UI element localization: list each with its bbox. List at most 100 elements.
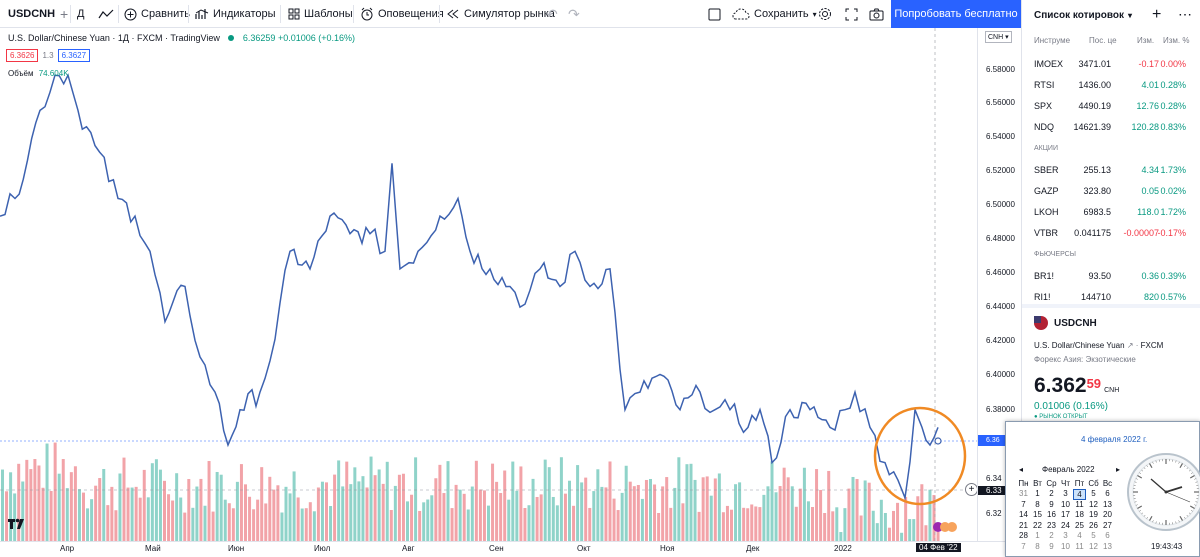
clock-tick (1139, 472, 1142, 474)
add-symbol-button[interactable]: + (60, 0, 68, 28)
replay-button[interactable]: Симулятор рынка (446, 0, 555, 28)
symbol-search-button[interactable]: USDCNH (8, 0, 55, 28)
compare-button[interactable]: Сравнить (124, 0, 190, 28)
rewind-icon (447, 9, 459, 19)
watchlist-row[interactable]: LKOH 6983.5 118.0 1.72% (1034, 202, 1198, 222)
calendar-day[interactable]: 15 (1033, 510, 1042, 519)
watchlist-row[interactable]: SPX 4490.19 12.76 0.28% (1034, 96, 1198, 116)
events-icons[interactable] (931, 521, 961, 533)
calendar-day[interactable]: 21 (1019, 520, 1028, 530)
watchlist-section[interactable]: АКЦИИ (1034, 145, 1058, 152)
try-free-button[interactable]: Попробовать бесплатно (891, 0, 1021, 28)
volume-bar (503, 470, 507, 541)
calendar-day[interactable]: 9 (1049, 541, 1054, 551)
layout-button[interactable] (708, 0, 721, 28)
bid-button[interactable]: 6.3626 (6, 49, 39, 62)
volume-bar (900, 532, 904, 541)
calendar-day[interactable]: 17 (1061, 510, 1070, 519)
watchlist-row[interactable]: BR1! 93.50 0.36 0.39% (1034, 266, 1198, 286)
calendar-day[interactable]: 6 (1105, 489, 1110, 498)
watchlist-row[interactable]: SBER 255.13 4.34 1.73% (1034, 160, 1198, 180)
fullscreen-button[interactable] (845, 0, 858, 28)
redo-button[interactable]: ↷ (568, 0, 580, 28)
calendar-day[interactable]: 25 (1075, 520, 1084, 530)
calendar-day[interactable]: 1 (1035, 489, 1040, 498)
calendar-day[interactable]: 13 (1103, 541, 1112, 551)
calendar-day[interactable]: 27 (1103, 520, 1112, 530)
calendar-day[interactable]: 24 (1061, 520, 1070, 530)
watchlist-section[interactable]: ФЬЮЧЕРСЫ (1034, 251, 1076, 258)
prev-month-button[interactable]: ◂ (1019, 465, 1023, 474)
templates-button[interactable]: Шаблоны (288, 0, 353, 28)
calendar-day[interactable]: 7 (1021, 541, 1026, 551)
calendar-day[interactable]: 10 (1061, 499, 1070, 509)
calendar-day[interactable]: 19 (1089, 510, 1098, 519)
watchlist-row[interactable]: GAZP 323.80 0.05 0.02% (1034, 181, 1198, 201)
price-axis[interactable]: CNH ▾ 6.58000 6.56000 6.54000 6.52000 6.5000… (977, 28, 1018, 541)
tradingview-logo[interactable] (8, 518, 26, 532)
calendar-day[interactable]: 23 (1047, 520, 1056, 530)
calendar-date-title[interactable]: 4 февраля 2022 г. (1081, 435, 1148, 444)
calendar-day[interactable]: 11 (1075, 541, 1084, 551)
calendar-day[interactable]: 18 (1075, 510, 1084, 519)
calendar-day[interactable]: 8 (1035, 541, 1040, 551)
watchlist-row[interactable]: RTSI 1436.00 4.01 0.28% (1034, 75, 1198, 95)
alarm-clock-icon (361, 7, 373, 21)
volume-bar (195, 486, 199, 541)
next-month-button[interactable]: ▸ (1116, 465, 1120, 474)
calendar-day[interactable]: 28 (1019, 531, 1028, 540)
more-button[interactable]: ⋯ (1178, 6, 1192, 23)
snapshot-button[interactable] (869, 0, 884, 28)
chart-type-button[interactable] (98, 0, 114, 28)
settings-button[interactable] (818, 0, 832, 28)
add-symbol-button[interactable]: + (1152, 6, 1161, 24)
calendar-day[interactable]: 20 (1103, 510, 1112, 519)
watchlist-title[interactable]: Список котировок ▾ (1034, 10, 1132, 21)
calendar-day[interactable]: 7 (1021, 499, 1026, 509)
price-chart[interactable] (0, 28, 977, 541)
calendar-day[interactable]: 22 (1033, 520, 1042, 530)
volume-bar (576, 465, 580, 541)
currency-selector[interactable]: CNH ▾ (985, 31, 1012, 43)
calendar-day[interactable]: 10 (1061, 541, 1070, 551)
calendar-day[interactable]: 11 (1075, 499, 1084, 509)
calendar-day[interactable]: 6 (1105, 531, 1110, 540)
ask-button[interactable]: 6.3627 (57, 49, 91, 62)
calendar-day[interactable]: 1 (1035, 531, 1040, 540)
calendar-day[interactable]: 8 (1035, 499, 1040, 509)
calendar-day[interactable]: 5 (1091, 489, 1096, 498)
calendar-day[interactable]: 13 (1103, 499, 1112, 509)
interval-button[interactable]: Д (77, 0, 84, 28)
calendar-day[interactable]: 2 (1049, 531, 1054, 540)
calendar-day[interactable]: 5 (1091, 531, 1096, 540)
calendar-day[interactable]: 12 (1089, 541, 1098, 551)
volume-bar (381, 483, 385, 541)
alerts-button[interactable]: Оповещения (360, 0, 444, 28)
calendar-day[interactable]: 4 (1073, 489, 1086, 500)
calendar-day[interactable]: 9 (1049, 499, 1054, 509)
calendar-month[interactable]: Февраль 2022 (1042, 465, 1095, 474)
save-button[interactable]: Сохранить ▾ (732, 0, 817, 28)
calendar-day[interactable]: 31 (1019, 489, 1028, 498)
calendar-day[interactable]: 26 (1089, 520, 1098, 530)
calendar-day[interactable]: 3 (1063, 489, 1068, 498)
indicators-button[interactable]: Индикаторы (195, 0, 276, 28)
watchlist-row[interactable]: VTBR 0.041175 -0.00007 -0.17% (1034, 223, 1198, 243)
calendar-day[interactable]: 4 (1077, 531, 1082, 540)
calendar-day[interactable]: 3 (1063, 531, 1068, 540)
time-tick: Окт (577, 544, 591, 553)
calendar-day[interactable]: 12 (1089, 499, 1098, 509)
time-axis[interactable]: Апр Май Июн Июл Авг Сен Окт Ноя Дек 2022 04 Фев '2… (0, 541, 1017, 557)
watchlist-row[interactable]: NDQ 14621.39 120.28 0.83% (1034, 117, 1198, 137)
watchlist-row[interactable]: RI1! 144710 820 0.57% (1034, 287, 1198, 307)
volume-bar (138, 497, 142, 541)
chart-pane[interactable]: U.S. Dollar/Chinese Yuan · 1Д · FXCM · T… (0, 28, 1017, 557)
undo-button[interactable]: ↶ (546, 0, 558, 28)
zoom-plus-button[interactable]: + (965, 483, 978, 496)
price-tick: 6.32 (986, 509, 1002, 518)
calendar-day[interactable]: 2 (1049, 489, 1054, 498)
volume-bar (446, 461, 450, 541)
watchlist-row[interactable]: IMOEX 3471.01 -0.17 0.00% (1034, 54, 1198, 74)
calendar-day[interactable]: 14 (1019, 510, 1028, 519)
calendar-day[interactable]: 16 (1047, 510, 1056, 519)
